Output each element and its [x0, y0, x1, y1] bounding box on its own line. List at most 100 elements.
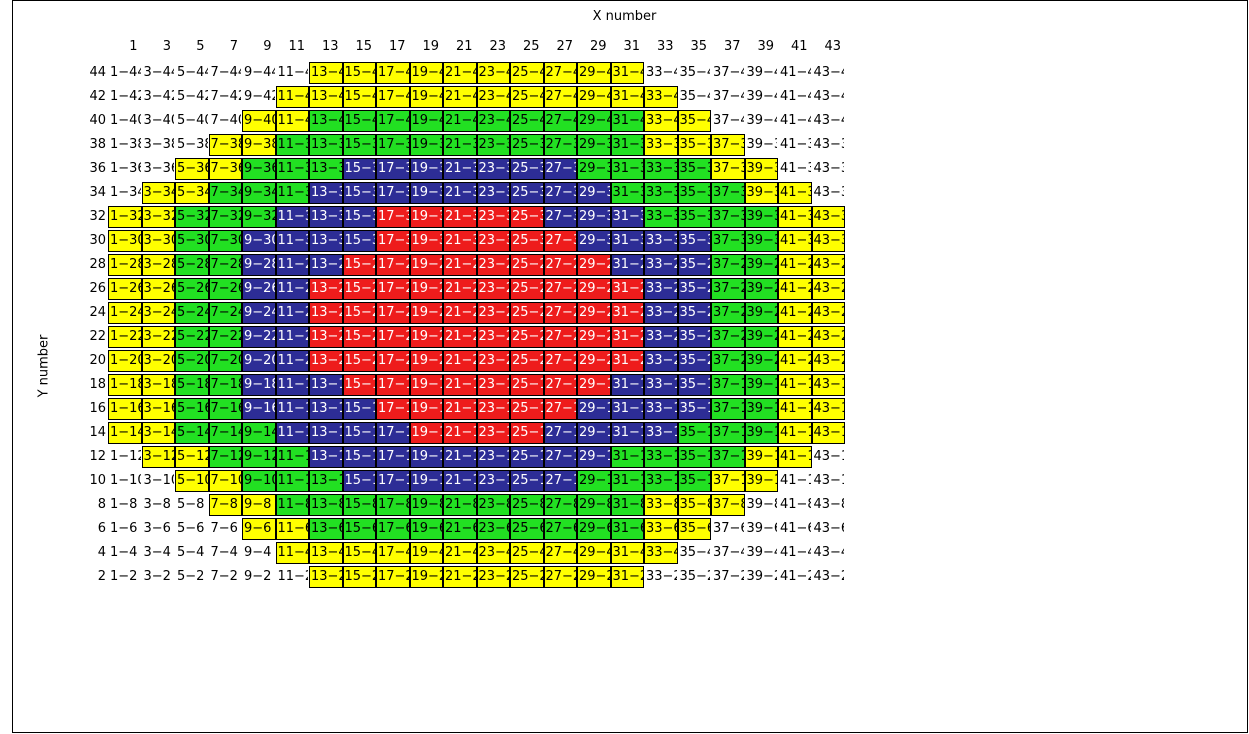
die-cell: 23−26 — [476, 278, 510, 300]
die-cell: 7−16 — [208, 398, 242, 420]
row-header: 4 — [97, 545, 106, 560]
die-cell: 29−16 — [577, 398, 611, 420]
die-cell: 27−28 — [543, 254, 577, 276]
die-cell: 41−12 — [778, 446, 812, 468]
die-cell: 43−20 — [811, 350, 845, 372]
die-cell: 35−10 — [677, 470, 711, 492]
die-cell: 29−4 — [577, 542, 611, 564]
die-cell: 17−40 — [376, 110, 410, 132]
die-cell: 43−26 — [811, 278, 845, 300]
die-cell: 5−28 — [175, 254, 209, 276]
die-cell: 9−6 — [242, 518, 276, 540]
die-cell: 15−44 — [342, 62, 376, 84]
die-cell: 1−30 — [108, 230, 142, 252]
die-cell: 5−4 — [175, 542, 209, 564]
die-cell: 31−20 — [610, 350, 644, 372]
die-cell: 39−24 — [744, 302, 778, 324]
die-cell: 3−22 — [141, 326, 175, 348]
die-cell: 25−24 — [510, 302, 544, 324]
die-cell: 31−24 — [610, 302, 644, 324]
die-cell: 21−16 — [443, 398, 477, 420]
die-cell: 19−26 — [409, 278, 443, 300]
die-cell: 23−22 — [476, 326, 510, 348]
die-cell: 1−32 — [108, 206, 142, 228]
die-cell: 37−40 — [711, 110, 745, 132]
die-cell: 19−18 — [409, 374, 443, 396]
die-cell: 3−24 — [141, 302, 175, 324]
die-cell: 23−18 — [476, 374, 510, 396]
die-cell: 17−28 — [376, 254, 410, 276]
die-cell: 25−4 — [510, 542, 544, 564]
die-cell: 3−10 — [141, 470, 175, 492]
die-cell: 29−18 — [577, 374, 611, 396]
row-header: 16 — [89, 401, 106, 416]
die-cell: 19−40 — [409, 110, 443, 132]
die-cell: 35−26 — [677, 278, 711, 300]
die-cell: 35−24 — [677, 302, 711, 324]
die-cell: 25−20 — [510, 350, 544, 372]
die-cell: 17−32 — [376, 206, 410, 228]
die-cell: 37−24 — [711, 302, 745, 324]
die-cell: 31−26 — [610, 278, 644, 300]
die-cell: 43−30 — [811, 230, 845, 252]
die-cell: 31−44 — [610, 62, 644, 84]
die-cell: 21−30 — [443, 230, 477, 252]
die-cell: 31−2 — [610, 566, 644, 588]
die-cell: 7−38 — [208, 134, 242, 156]
die-cell: 41−24 — [778, 302, 812, 324]
die-cell: 25−16 — [510, 398, 544, 420]
die-cell: 19−12 — [409, 446, 443, 468]
die-cell: 7−20 — [208, 350, 242, 372]
die-cell: 21−14 — [443, 422, 477, 444]
die-cell: 43−38 — [811, 134, 845, 156]
die-cell: 3−28 — [141, 254, 175, 276]
die-cell: 33−20 — [644, 350, 678, 372]
die-cell: 43−40 — [811, 110, 845, 132]
die-cell: 15−2 — [342, 566, 376, 588]
die-cell: 13−32 — [309, 206, 343, 228]
die-cell: 39−2 — [744, 566, 778, 588]
column-header: 17 — [388, 39, 406, 54]
die-cell: 17−16 — [376, 398, 410, 420]
die-cell: 7−8 — [208, 494, 242, 516]
row-header: 42 — [89, 89, 106, 104]
die-cell: 19−38 — [409, 134, 443, 156]
die-cell: 37−28 — [711, 254, 745, 276]
die-cell: 17−18 — [376, 374, 410, 396]
die-cell: 41−18 — [778, 374, 812, 396]
die-cell: 33−18 — [644, 374, 678, 396]
die-cell: 7−14 — [208, 422, 242, 444]
die-cell: 3−6 — [141, 518, 175, 540]
die-cell: 35−22 — [677, 326, 711, 348]
die-cell: 15−34 — [342, 182, 376, 204]
die-cell: 33−8 — [644, 494, 678, 516]
die-cell: 13−8 — [309, 494, 343, 516]
die-cell: 13−20 — [309, 350, 343, 372]
die-cell: 21−12 — [443, 446, 477, 468]
column-header: 11 — [288, 39, 305, 54]
die-cell: 19−2 — [409, 566, 443, 588]
die-cell: 33−32 — [644, 206, 678, 228]
die-cell: 3−44 — [141, 62, 175, 84]
die-cell: 17−26 — [376, 278, 410, 300]
die-cell: 5−30 — [175, 230, 209, 252]
die-cell: 17−24 — [376, 302, 410, 324]
die-cell: 43−14 — [811, 422, 845, 444]
die-cell: 31−42 — [610, 86, 644, 108]
die-cell: 41−4 — [778, 542, 812, 564]
die-cell: 33−10 — [644, 470, 678, 492]
die-cell: 21−38 — [443, 134, 477, 156]
die-cell: 3−8 — [141, 494, 175, 516]
column-header: 23 — [489, 39, 506, 54]
die-cell: 21−18 — [443, 374, 477, 396]
die-cell: 15−10 — [342, 470, 376, 492]
die-cell: 21−36 — [443, 158, 477, 180]
die-cell: 3−20 — [141, 350, 175, 372]
die-cell: 39−44 — [744, 62, 778, 84]
die-cell: 11−26 — [275, 278, 309, 300]
die-cell: 39−40 — [744, 110, 778, 132]
die-cell: 21−10 — [443, 470, 477, 492]
die-cell: 11−28 — [275, 254, 309, 276]
die-cell: 43−42 — [811, 86, 845, 108]
die-cell: 25−34 — [510, 182, 544, 204]
